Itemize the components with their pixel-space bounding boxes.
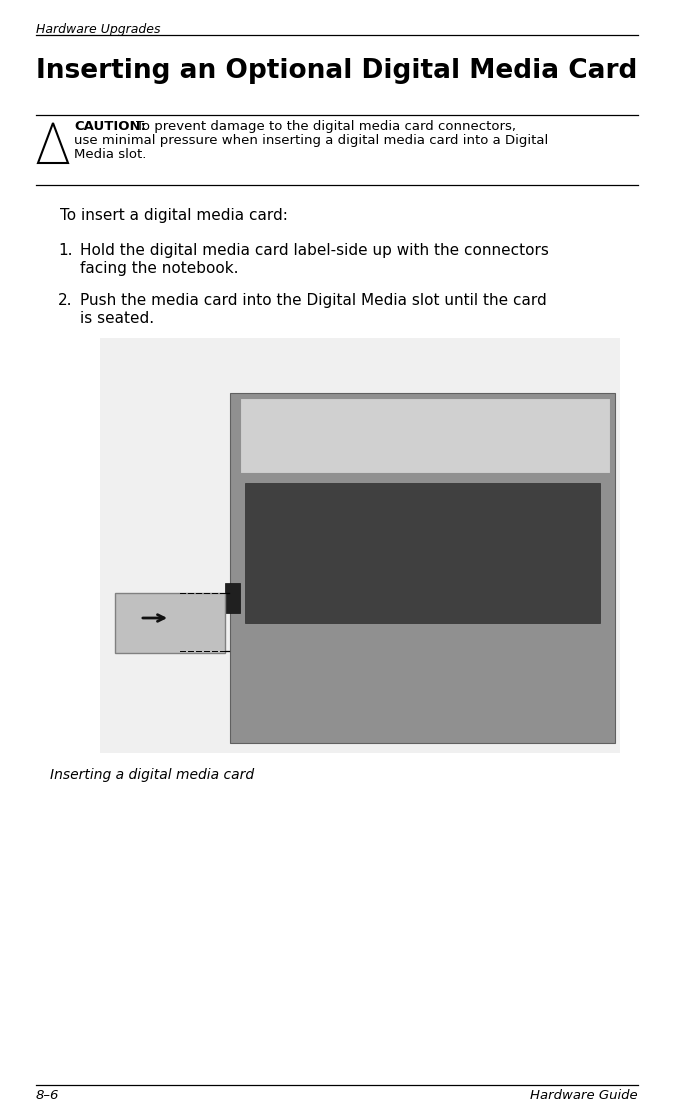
- Text: Inserting a digital media card: Inserting a digital media card: [50, 768, 254, 782]
- Bar: [225, 583, 240, 613]
- Text: Inserting an Optional Digital Media Card: Inserting an Optional Digital Media Card: [36, 58, 638, 83]
- Text: 8–6: 8–6: [36, 1089, 59, 1102]
- Text: Hold the digital media card label-side up with the connectors: Hold the digital media card label-side u…: [80, 243, 549, 258]
- Text: is seated.: is seated.: [80, 311, 154, 326]
- Polygon shape: [240, 398, 610, 473]
- Text: Push the media card into the Digital Media slot until the card: Push the media card into the Digital Med…: [80, 293, 547, 308]
- Text: To prevent damage to the digital media card connectors,: To prevent damage to the digital media c…: [136, 120, 516, 132]
- Polygon shape: [245, 483, 600, 623]
- Bar: [100, 338, 620, 754]
- Text: use minimal pressure when inserting a digital media card into a Digital: use minimal pressure when inserting a di…: [74, 134, 548, 147]
- Text: 1.: 1.: [58, 243, 73, 258]
- Text: facing the notebook.: facing the notebook.: [80, 262, 239, 276]
- Text: Hardware Guide: Hardware Guide: [530, 1089, 638, 1102]
- Text: CAUTION:: CAUTION:: [74, 120, 146, 132]
- Text: To insert a digital media card:: To insert a digital media card:: [60, 208, 288, 223]
- Polygon shape: [230, 393, 615, 743]
- Text: Hardware Upgrades: Hardware Upgrades: [36, 23, 160, 36]
- Bar: [115, 593, 225, 653]
- Text: 2.: 2.: [58, 293, 73, 308]
- Polygon shape: [240, 398, 610, 473]
- Text: Media slot.: Media slot.: [74, 148, 146, 161]
